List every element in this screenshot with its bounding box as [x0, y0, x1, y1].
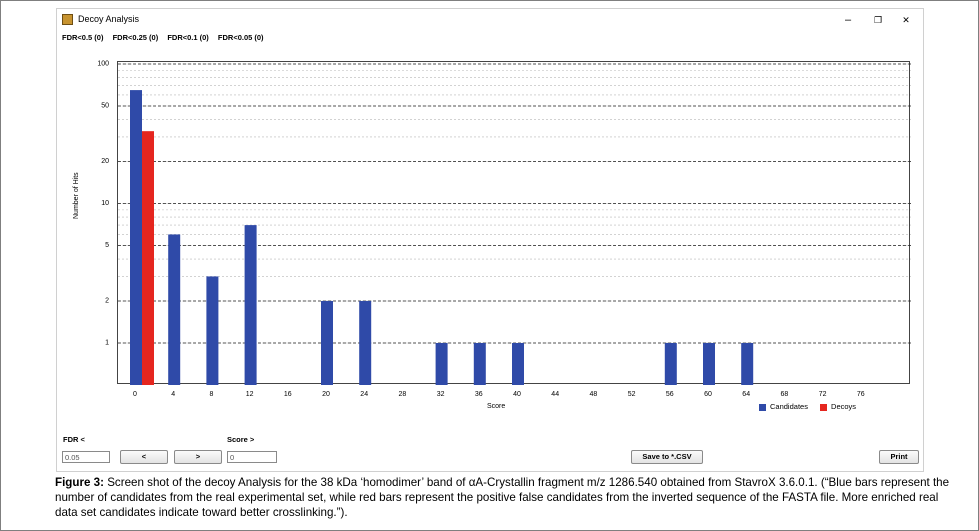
y-tick-label: 1 — [105, 340, 109, 347]
x-tick-label: 16 — [284, 391, 292, 398]
maximize-icon[interactable]: ❐ — [873, 15, 883, 25]
x-axis-label: Score — [487, 403, 506, 410]
figure-caption: Figure 3: Screen shot of the decoy Analy… — [55, 475, 955, 520]
fdr-summary-item: FDR<0.1 (0) — [167, 33, 209, 42]
x-tick-label: 64 — [742, 391, 750, 398]
legend-swatch-decoys — [820, 403, 828, 411]
chart-svg — [118, 63, 911, 385]
x-tick-label: 40 — [513, 391, 521, 398]
score-input[interactable]: 0 — [227, 451, 277, 463]
y-axis-label: Number of Hits — [73, 172, 80, 219]
x-tick-label: 52 — [628, 391, 636, 398]
x-tick-label: 8 — [209, 391, 213, 398]
fdr-summary-item: FDR<0.05 (0) — [217, 33, 264, 42]
x-tick-label: 28 — [399, 391, 407, 398]
decoy-chart — [117, 61, 911, 385]
chart-legend: Candidates Decoys — [759, 402, 866, 411]
legend-label: Candidates — [770, 402, 808, 411]
bar-candidates — [741, 343, 754, 385]
bar-candidates — [321, 301, 333, 385]
bar-candidates — [435, 343, 448, 385]
legend-item-decoys: Decoys — [820, 402, 856, 411]
title-bar[interactable]: Decoy Analysis – ❐ ✕ — [57, 9, 923, 31]
x-tick-label: 76 — [857, 391, 865, 398]
caption-text: Screen shot of the decoy Analysis for th… — [55, 476, 950, 519]
fdr-summary-item: FDR<0.5 (0) — [62, 33, 104, 42]
decoy-analysis-window: Decoy Analysis – ❐ ✕ FDR<0.5 (0) FDR<0.2… — [56, 8, 924, 472]
caption-prefix: Figure 3: — [55, 476, 104, 489]
bar-candidates — [168, 234, 181, 385]
next-button[interactable]: > — [174, 450, 222, 464]
x-tick-label: 56 — [666, 391, 674, 398]
y-tick-label: 100 — [97, 61, 109, 68]
x-tick-label: 24 — [360, 391, 368, 398]
bar-candidates — [206, 276, 219, 385]
x-tick-label: 36 — [475, 391, 483, 398]
x-tick-label: 12 — [246, 391, 254, 398]
previous-button[interactable]: < — [120, 450, 168, 464]
legend-swatch-candidates — [759, 403, 766, 411]
bar-candidates — [359, 301, 372, 385]
bar-decoys — [142, 131, 154, 385]
save-csv-button[interactable]: Save to *.CSV — [631, 450, 703, 464]
x-tick-label: 68 — [781, 391, 789, 398]
bar-candidates — [703, 343, 715, 385]
close-icon[interactable]: ✕ — [902, 15, 910, 25]
y-tick-label: 2 — [105, 298, 109, 305]
x-tick-label: 32 — [437, 391, 445, 398]
score-label: Score > — [227, 435, 255, 444]
legend-label: Decoys — [831, 402, 857, 411]
fdr-summary-item: FDR<0.25 (0) — [112, 33, 159, 42]
app-icon — [62, 14, 73, 25]
x-tick-label: 72 — [819, 391, 827, 398]
bar-candidates — [512, 343, 524, 385]
fdr-label: FDR < — [63, 435, 85, 444]
window-title: Decoy Analysis — [78, 14, 140, 24]
bar-candidates — [473, 343, 486, 385]
legend-item-candidates: Candidates — [759, 402, 808, 411]
x-tick-label: 60 — [704, 391, 712, 398]
y-tick-label: 50 — [101, 102, 109, 109]
minimize-icon[interactable]: – — [844, 14, 852, 26]
x-tick-label: 44 — [551, 391, 559, 398]
bar-candidates — [664, 343, 677, 385]
y-tick-label: 5 — [105, 242, 109, 249]
fdr-summary: FDR<0.5 (0) FDR<0.25 (0) FDR<0.1 (0) FDR… — [62, 33, 271, 42]
y-tick-label: 10 — [101, 200, 109, 207]
x-tick-label: 0 — [133, 391, 137, 398]
print-button[interactable]: Print — [879, 450, 919, 464]
x-tick-label: 48 — [590, 391, 598, 398]
y-tick-label: 20 — [101, 158, 109, 165]
x-tick-label: 20 — [322, 391, 330, 398]
bar-candidates — [244, 225, 257, 385]
x-tick-label: 4 — [171, 391, 175, 398]
fdr-input[interactable]: 0.05 — [62, 451, 110, 463]
bar-candidates — [130, 90, 142, 385]
